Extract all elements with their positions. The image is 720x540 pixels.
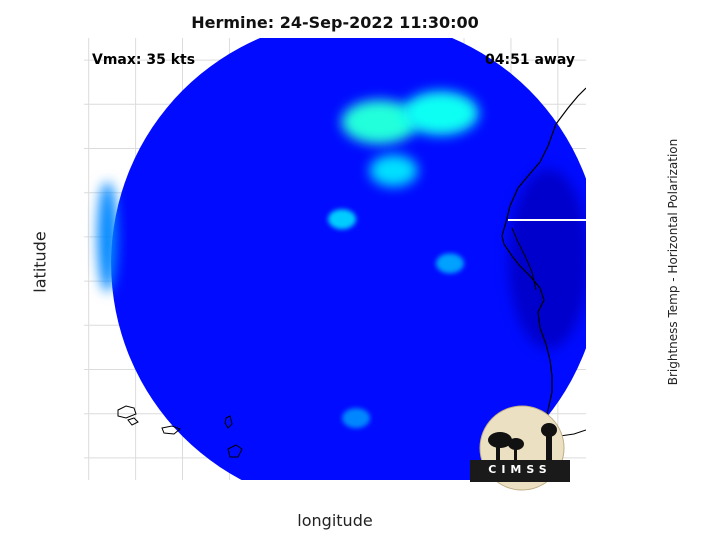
cimss-logo-text: CIMSS bbox=[488, 463, 552, 476]
colorbar-label: Brightness Temp - Horizontal Polarizatio… bbox=[666, 138, 680, 386]
islands bbox=[117, 405, 243, 458]
feature-cold-spot bbox=[328, 209, 357, 230]
coastline-africa bbox=[501, 87, 586, 426]
feature-cold-cloud-cluster bbox=[369, 154, 418, 187]
swath-disc bbox=[111, 38, 586, 480]
time-away-label: 04:51 away bbox=[485, 52, 575, 68]
swath bbox=[97, 38, 586, 480]
x-axis-label: longitude bbox=[297, 511, 373, 530]
feature-cold-cloud-band bbox=[341, 99, 418, 144]
feature-land-africa-coast- bbox=[508, 169, 586, 349]
chart-title: Hermine: 24-Sep-2022 11:30:00 bbox=[191, 13, 479, 32]
cimss-logo bbox=[470, 405, 570, 491]
feature-cold-spot bbox=[342, 408, 371, 429]
vmax-label: Vmax: 35 kts bbox=[92, 52, 196, 68]
y-axis-label: latitude bbox=[30, 231, 50, 293]
coastline-inner bbox=[511, 227, 537, 291]
feature-cold-cloud-band bbox=[402, 91, 479, 136]
feature-layer bbox=[97, 91, 586, 429]
feature-cold-spot bbox=[435, 253, 464, 274]
feature-western-edge bbox=[97, 181, 118, 292]
